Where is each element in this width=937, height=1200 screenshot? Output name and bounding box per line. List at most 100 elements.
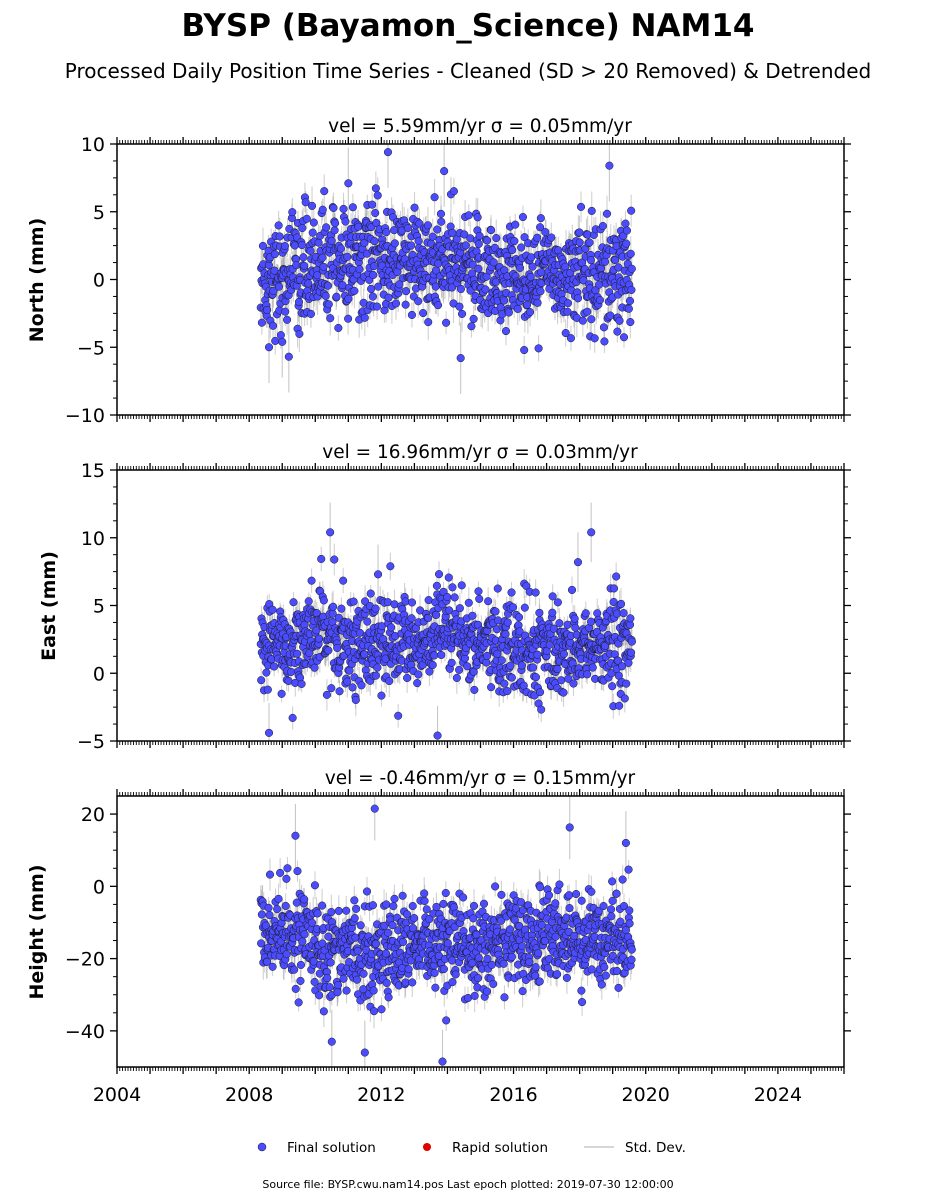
data-point (536, 688, 545, 697)
data-point (457, 581, 466, 590)
data-point (570, 614, 579, 623)
data-point-outlier (264, 728, 274, 737)
data-point (456, 284, 465, 294)
data-point (504, 308, 513, 317)
data-point (627, 206, 636, 215)
data-point (318, 205, 327, 214)
data-point (588, 663, 597, 672)
data-point (452, 673, 461, 682)
data-point (371, 671, 380, 680)
data-point (322, 223, 331, 232)
data-point (575, 238, 584, 247)
data-point (327, 684, 336, 693)
data-point (573, 294, 583, 303)
data-point (622, 226, 632, 235)
y-tick-label: 0 (93, 663, 105, 685)
data-point (595, 295, 605, 305)
data-point (614, 656, 623, 665)
data-point (569, 679, 578, 688)
data-point (384, 293, 393, 302)
data-point (300, 261, 309, 270)
data-point (294, 297, 304, 306)
data-point-outlier (284, 352, 293, 361)
y-tick-label: −5 (77, 337, 105, 359)
data-point (537, 268, 546, 277)
data-point (566, 334, 576, 343)
y-tick-label: 5 (93, 596, 105, 618)
data-point (274, 221, 283, 230)
data-point (547, 233, 556, 242)
data-point (306, 309, 315, 318)
data-point (533, 650, 542, 659)
y-tick-label: 10 (81, 528, 105, 550)
data-point (390, 239, 399, 248)
data-point (513, 304, 522, 313)
data-point (464, 211, 473, 220)
data-point-outlier (264, 343, 274, 352)
y-tick-label: 0 (93, 270, 105, 292)
data-point (482, 651, 492, 660)
data-point (493, 649, 502, 658)
data-point (627, 637, 636, 646)
data-point (561, 262, 570, 271)
data-point-outlier (374, 570, 383, 579)
data-point (361, 597, 370, 606)
data-point (464, 598, 473, 607)
data-point (385, 676, 394, 686)
east-ylabel: East (mm) (38, 551, 60, 661)
data-point (481, 285, 490, 294)
data-point (288, 208, 297, 217)
data-point (598, 221, 607, 231)
data-point (293, 649, 302, 658)
data-point (370, 237, 379, 246)
data-point (443, 592, 452, 602)
data-point (341, 217, 350, 226)
data-point (357, 681, 366, 690)
data-point (297, 241, 307, 250)
data-point (608, 682, 617, 691)
data-point (360, 650, 369, 659)
data-point (301, 198, 310, 207)
data-point (350, 286, 359, 295)
data-point (622, 239, 631, 248)
data-point (307, 201, 317, 210)
data-point (515, 627, 524, 636)
data-point (517, 243, 526, 252)
data-point (470, 685, 479, 694)
data-point-outlier (605, 161, 614, 170)
data-point (557, 676, 566, 685)
data-point (372, 302, 382, 311)
data-point (366, 589, 375, 598)
data-point (474, 264, 483, 273)
data-point (627, 264, 636, 273)
data-point (449, 187, 458, 196)
data-point (526, 272, 535, 282)
data-point (302, 214, 311, 223)
north-panel: −10 −5 0 5 10 (65, 134, 851, 427)
data-point (407, 598, 417, 607)
data-point (339, 576, 348, 585)
data-point (609, 584, 619, 593)
data-point (274, 282, 283, 291)
data-point (360, 238, 369, 248)
y-tick-label: 15 (81, 460, 105, 482)
data-point (548, 608, 557, 617)
data-point (579, 276, 588, 285)
data-point (487, 226, 496, 235)
data-point (507, 588, 516, 597)
data-point (268, 321, 278, 330)
data-point (386, 562, 395, 571)
data-point (444, 573, 453, 582)
data-point (275, 232, 284, 241)
data-point (590, 334, 599, 343)
data-point (287, 667, 296, 676)
data-point (487, 683, 496, 692)
data-point (374, 282, 383, 291)
data-point (360, 313, 369, 322)
data-point (473, 213, 482, 222)
data-point (432, 610, 441, 619)
data-point (271, 336, 280, 345)
data-point (475, 594, 484, 603)
data-point (501, 327, 511, 336)
data-point-outlier (433, 731, 442, 740)
